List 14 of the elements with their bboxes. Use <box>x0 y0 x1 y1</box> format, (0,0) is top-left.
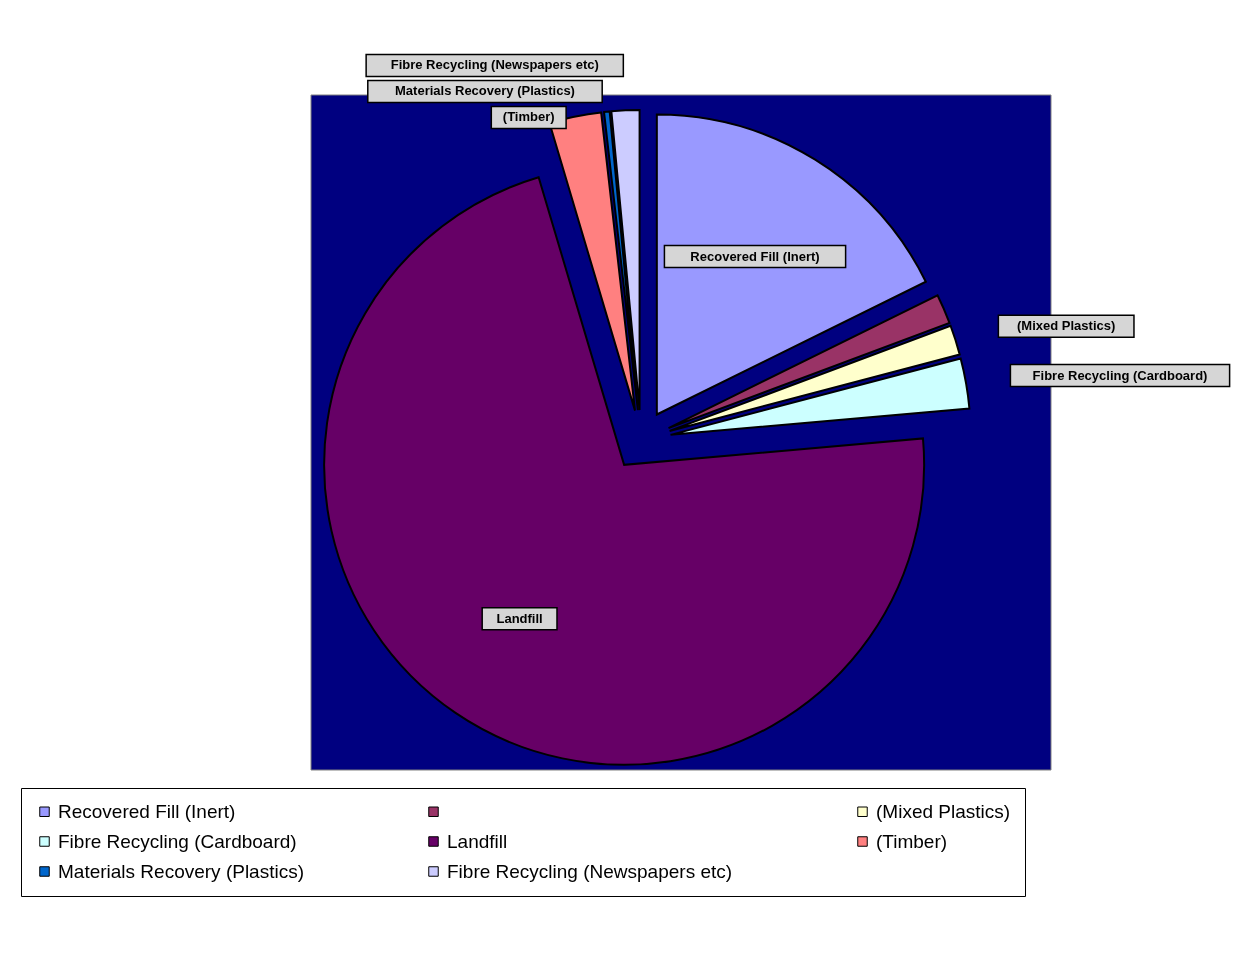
legend-label: Fibre Recycling (Newspapers etc) <box>447 860 733 882</box>
category-label: Fibre Recycling (Cardboard) <box>1032 367 1208 383</box>
legend-label: Fibre Recycling (Cardboard) <box>58 830 297 852</box>
legend-label: Recovered Fill (Inert) <box>58 800 236 822</box>
category-label: Fibre Recycling (Newspapers etc) <box>390 57 599 73</box>
slice-label: Landfill <box>496 610 543 626</box>
category-label: (Mixed Plastics) <box>1017 318 1116 334</box>
slice-label: Recovered Fill (Inert) <box>690 248 820 264</box>
category-label: Materials Recovery (Plastics) <box>395 83 575 99</box>
legend-label: Landfill <box>447 830 508 852</box>
legend-label: (Mixed Plastics) <box>876 800 1011 822</box>
legend-label: (Timber) <box>876 830 948 852</box>
category-label: (Timber) <box>502 109 555 125</box>
legend-label: Materials Recovery (Plastics) <box>58 860 304 882</box>
